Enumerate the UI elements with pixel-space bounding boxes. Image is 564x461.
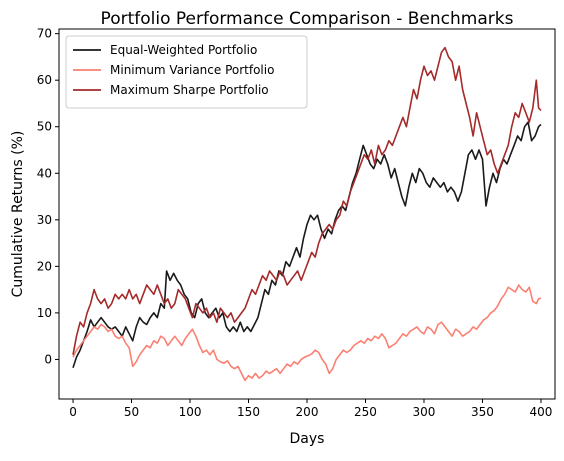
y-tick-label: 30 bbox=[37, 213, 52, 227]
y-tick-label: 50 bbox=[37, 120, 52, 134]
series-line-2 bbox=[72, 284, 542, 382]
series-layer bbox=[72, 46, 542, 382]
y-tick-label: 20 bbox=[37, 259, 52, 273]
y-tick-label: 70 bbox=[37, 27, 52, 41]
legend-entries: Equal-Weighted Portfolio Minimum Variance… bbox=[73, 43, 274, 97]
x-tick-label: 150 bbox=[237, 405, 260, 419]
legend-label-1: Equal-Weighted Portfolio bbox=[110, 43, 257, 57]
y-tick-label: 40 bbox=[37, 166, 52, 180]
legend-label-2: Minimum Variance Portfolio bbox=[110, 63, 274, 77]
legend-box bbox=[65, 35, 308, 109]
x-axis-label: Days bbox=[290, 431, 325, 447]
legend-label-3: Maximum Sharpe Portfolio bbox=[110, 83, 269, 97]
legend: Equal-Weighted Portfolio Minimum Variance… bbox=[65, 35, 308, 109]
x-tick-label: 200 bbox=[296, 405, 319, 419]
x-tick-label: 100 bbox=[179, 405, 202, 419]
y-tick-label: 60 bbox=[37, 73, 52, 87]
x-tick-label: 250 bbox=[354, 405, 377, 419]
series-line-3 bbox=[72, 46, 542, 355]
x-tick-label: 350 bbox=[471, 405, 494, 419]
y-axis-ticks: 0 10 20 30 40 50 60 70 bbox=[37, 27, 59, 366]
x-tick-label: 300 bbox=[413, 405, 436, 419]
x-tick-label: 400 bbox=[530, 405, 553, 419]
series-line-1 bbox=[72, 121, 542, 369]
y-axis-label: Cumulative Returns (%) bbox=[10, 131, 26, 298]
x-tick-label: 50 bbox=[124, 405, 139, 419]
x-tick-label: 0 bbox=[69, 405, 77, 419]
y-tick-label: 0 bbox=[44, 352, 52, 366]
chart-title: Portfolio Performance Comparison - Bench… bbox=[101, 9, 514, 29]
x-axis-ticks: 0 50 100 150 200 250 300 350 400 bbox=[69, 399, 552, 419]
y-tick-label: 10 bbox=[37, 306, 52, 320]
